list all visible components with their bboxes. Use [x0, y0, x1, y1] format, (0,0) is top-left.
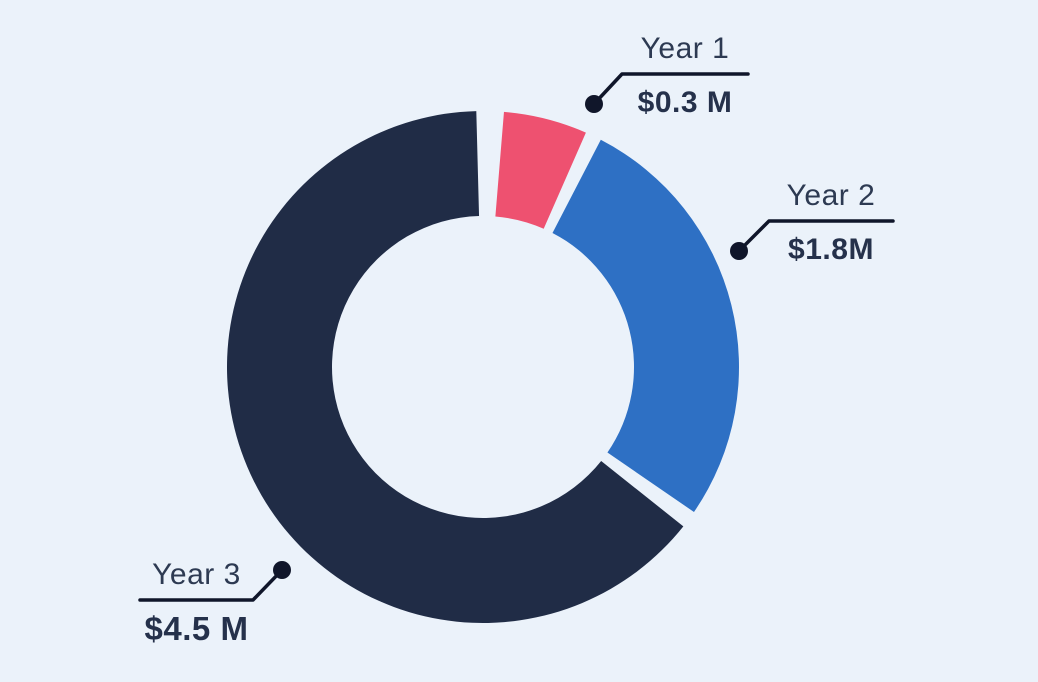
callout-dot: [730, 242, 748, 260]
callout-dot: [273, 561, 291, 579]
callout-value: $1.8M: [788, 233, 874, 266]
callout-label: Year 2: [786, 179, 876, 212]
donut-segment-year-3: [227, 111, 684, 623]
donut-segment-year-1: [495, 111, 586, 229]
donut-segment-year-2: [552, 139, 740, 512]
callout-leader-line: [737, 219, 895, 253]
callout-leader-line: [138, 568, 284, 602]
callout-label: Year 1: [640, 32, 730, 65]
callout-label: Year 3: [152, 558, 241, 591]
callout-value: $4.5 M: [144, 610, 249, 647]
callout-dot: [585, 95, 603, 113]
callout-leader-line: [592, 72, 750, 106]
callout-value: $0.3 M: [637, 86, 733, 119]
